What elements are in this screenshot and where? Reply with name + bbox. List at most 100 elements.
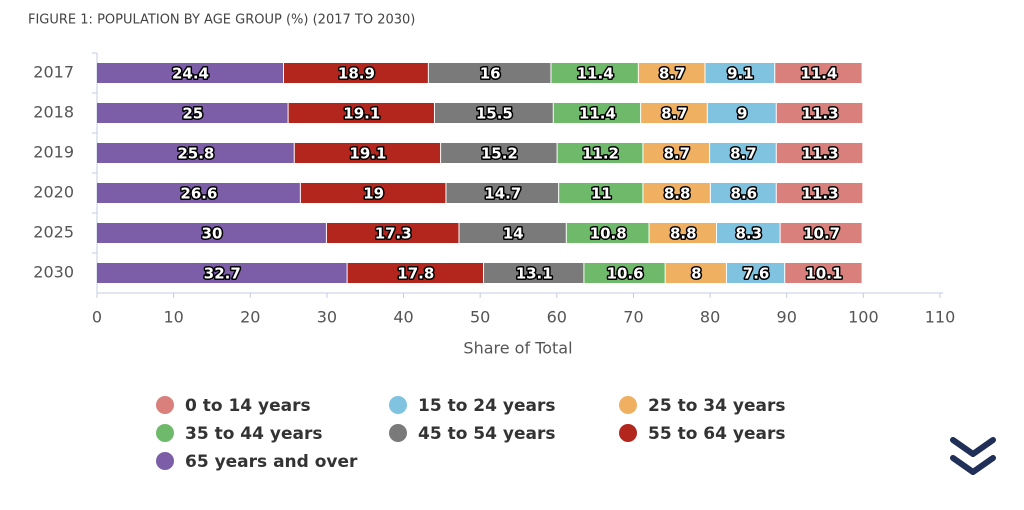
y-tick-label: 2018 xyxy=(33,103,74,122)
data-label: 25 xyxy=(182,105,203,123)
data-label: 11.4 xyxy=(579,105,616,123)
x-axis-title: Share of Total xyxy=(463,339,572,358)
y-tick-label: 2019 xyxy=(33,143,74,162)
bar-segment xyxy=(97,63,283,83)
bar-segment xyxy=(638,63,705,83)
data-label: 8 xyxy=(691,265,701,283)
data-label: 18.9 xyxy=(338,65,375,83)
bar-segment xyxy=(97,223,326,243)
bar-segment xyxy=(283,63,428,83)
data-label: 15.5 xyxy=(476,105,513,123)
legend-swatch xyxy=(389,396,407,414)
bar-segment xyxy=(294,143,441,163)
legend-label: 15 to 24 years xyxy=(418,396,555,416)
bar-segment xyxy=(780,223,862,243)
data-label: 9 xyxy=(737,105,747,123)
data-label: 14.7 xyxy=(484,185,521,203)
chart-title: FIGURE 1: POPULATION BY AGE GROUP (%) (2… xyxy=(28,13,415,28)
bar-segment xyxy=(584,263,665,283)
bar-segment xyxy=(776,143,863,163)
bar-segment xyxy=(97,263,347,283)
bar-segment xyxy=(710,143,776,163)
legend-label: 55 to 64 years xyxy=(648,424,785,444)
data-label: 16 xyxy=(480,65,501,83)
data-label: 11.4 xyxy=(800,65,837,83)
x-tick-label: 80 xyxy=(700,308,720,327)
data-label: 8.7 xyxy=(663,145,690,163)
data-label: 10.8 xyxy=(590,225,627,243)
bar-segment xyxy=(641,103,707,123)
data-label: 10.7 xyxy=(803,225,840,243)
data-label: 24.4 xyxy=(172,65,209,83)
bar-segment xyxy=(97,143,294,163)
x-tick-label: 70 xyxy=(623,308,643,327)
data-label: 8.8 xyxy=(670,225,697,243)
data-label: 14 xyxy=(503,225,524,243)
data-label: 17.8 xyxy=(397,265,434,283)
legend-label: 65 years and over xyxy=(185,452,358,472)
legend-label: 35 to 44 years xyxy=(185,424,322,444)
legend-label: 45 to 54 years xyxy=(418,424,555,444)
bar-segment xyxy=(776,103,863,123)
y-tick-label: 2020 xyxy=(33,183,74,202)
bar-segment xyxy=(643,183,710,203)
legend-label: 25 to 34 years xyxy=(648,396,785,416)
bar-segment xyxy=(710,183,776,203)
bar-segment xyxy=(97,103,288,123)
x-tick-label: 100 xyxy=(848,308,879,327)
legend-swatch xyxy=(156,396,174,414)
legend-swatch xyxy=(156,424,174,442)
x-tick-label: 0 xyxy=(92,308,102,327)
data-label: 7.6 xyxy=(743,265,770,283)
bar-segment xyxy=(775,63,862,83)
data-label: 10.1 xyxy=(805,265,842,283)
bar-segment xyxy=(300,183,446,203)
data-label: 8.7 xyxy=(659,65,686,83)
x-tick-label: 50 xyxy=(470,308,490,327)
bar-segment xyxy=(441,143,557,163)
scroll-down-icon[interactable] xyxy=(950,437,996,475)
y-tick-label: 2025 xyxy=(33,223,74,242)
data-label: 13.1 xyxy=(516,265,553,283)
bar-segment xyxy=(288,103,434,123)
data-label: 11.2 xyxy=(582,145,619,163)
data-label: 8.8 xyxy=(664,185,691,203)
data-label: 30 xyxy=(202,225,223,243)
bar-segment xyxy=(326,223,459,243)
bar-segment xyxy=(785,263,862,283)
bar-segment xyxy=(776,183,863,203)
data-label: 8.3 xyxy=(736,225,763,243)
data-label: 25.8 xyxy=(177,145,214,163)
chevron[interactable] xyxy=(950,455,996,475)
data-label: 11 xyxy=(591,185,612,203)
x-tick-label: 10 xyxy=(163,308,183,327)
bar-segment xyxy=(665,263,726,283)
data-label: 10.6 xyxy=(607,265,644,283)
bar-segment xyxy=(551,63,638,83)
legend-swatch xyxy=(619,424,637,442)
data-label: 17.3 xyxy=(375,225,412,243)
data-label: 11.3 xyxy=(802,145,839,163)
data-label: 11.3 xyxy=(802,185,839,203)
bar-segment xyxy=(559,183,643,203)
data-label: 19.1 xyxy=(349,145,386,163)
bar-segment xyxy=(347,263,484,283)
data-label: 32.7 xyxy=(204,265,241,283)
data-label: 15.2 xyxy=(481,145,518,163)
bar-segment xyxy=(553,103,641,123)
legend-swatch xyxy=(619,396,637,414)
legend-swatch xyxy=(156,452,174,470)
bar-segment xyxy=(434,103,553,123)
bar-segment xyxy=(428,63,551,83)
data-label: 11.4 xyxy=(577,65,614,83)
x-tick-label: 90 xyxy=(777,308,797,327)
legend-swatch xyxy=(389,424,407,442)
data-label: 11.3 xyxy=(802,105,839,123)
bar-segment xyxy=(707,103,776,123)
bar-segment xyxy=(726,263,785,283)
x-tick-label: 60 xyxy=(547,308,567,327)
chevron[interactable] xyxy=(950,437,996,457)
bar-segment xyxy=(484,263,584,283)
data-label: 19 xyxy=(363,185,384,203)
